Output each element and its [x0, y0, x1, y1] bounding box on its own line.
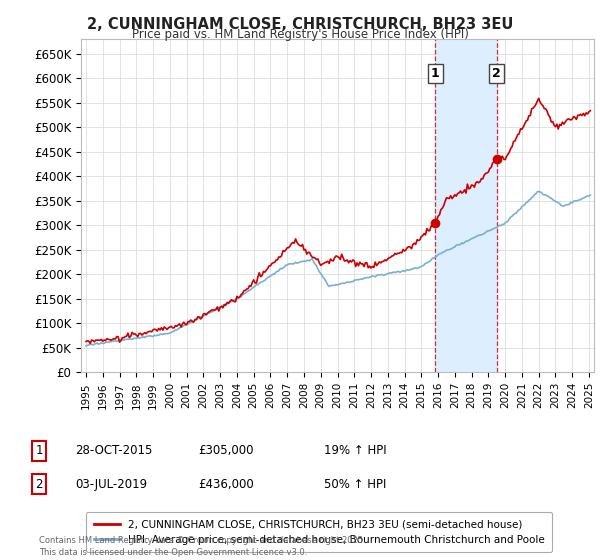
Text: 2, CUNNINGHAM CLOSE, CHRISTCHURCH, BH23 3EU: 2, CUNNINGHAM CLOSE, CHRISTCHURCH, BH23 …	[87, 17, 513, 32]
Text: Contains HM Land Registry data © Crown copyright and database right 2025.
This d: Contains HM Land Registry data © Crown c…	[39, 536, 365, 557]
Text: 19% ↑ HPI: 19% ↑ HPI	[324, 444, 386, 458]
Text: £436,000: £436,000	[198, 478, 254, 491]
Text: 1: 1	[35, 444, 43, 458]
Text: 28-OCT-2015: 28-OCT-2015	[75, 444, 152, 458]
Legend: 2, CUNNINGHAM CLOSE, CHRISTCHURCH, BH23 3EU (semi-detached house), HPI: Average : 2, CUNNINGHAM CLOSE, CHRISTCHURCH, BH23 …	[86, 512, 552, 552]
Text: 2: 2	[493, 67, 501, 80]
Text: 1: 1	[431, 67, 440, 80]
Text: 03-JUL-2019: 03-JUL-2019	[75, 478, 147, 491]
Text: 50% ↑ HPI: 50% ↑ HPI	[324, 478, 386, 491]
Text: 2: 2	[35, 478, 43, 491]
Bar	[435, 39, 497, 372]
Text: Price paid vs. HM Land Registry's House Price Index (HPI): Price paid vs. HM Land Registry's House …	[131, 28, 469, 41]
Text: £305,000: £305,000	[198, 444, 254, 458]
